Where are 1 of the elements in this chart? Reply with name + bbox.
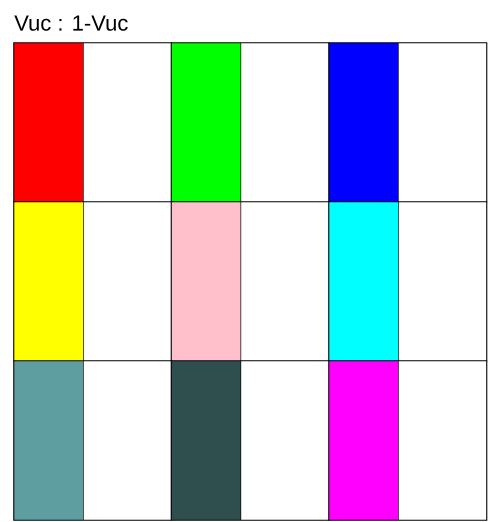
chart-title: Vuc : 1-Vuc	[14, 15, 128, 31]
